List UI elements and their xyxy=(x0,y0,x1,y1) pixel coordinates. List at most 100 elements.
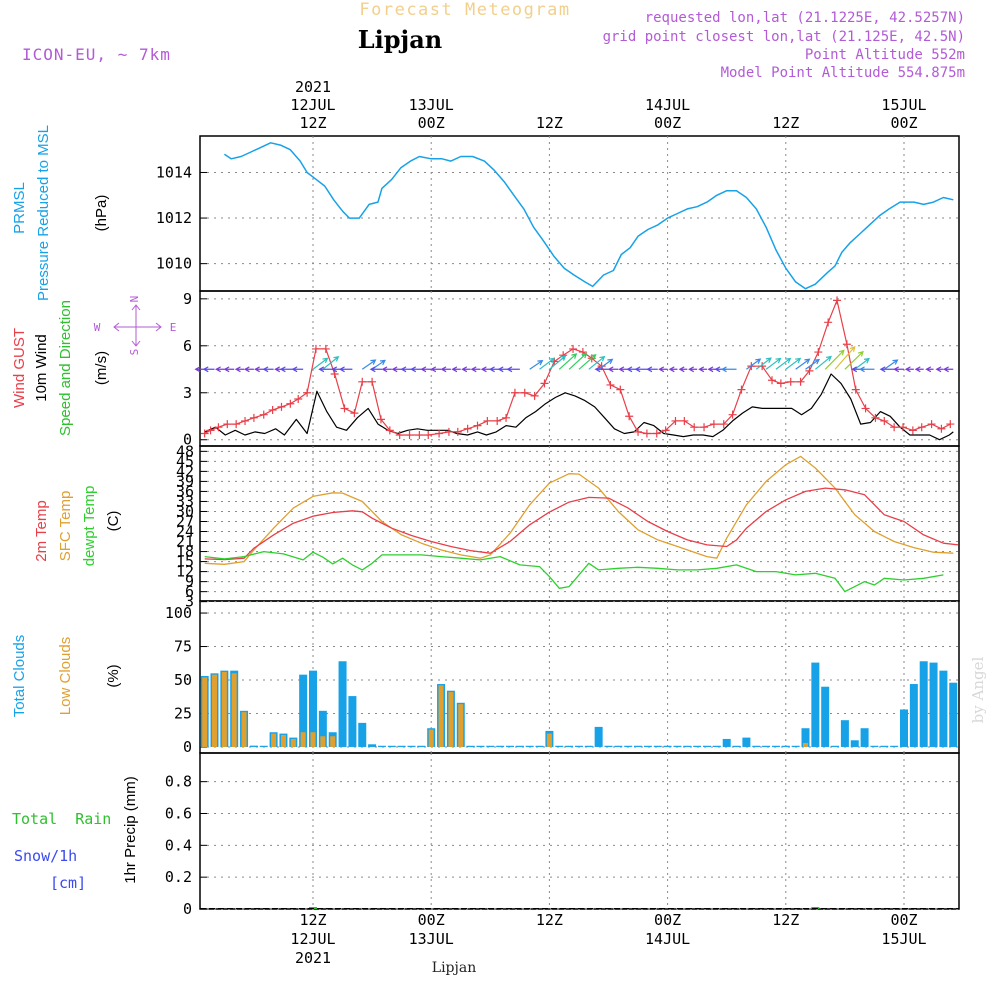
wind-gust-marker xyxy=(814,348,823,357)
clouds-unit-label: (%) xyxy=(105,664,122,687)
time-tick-label: 13JUL xyxy=(409,930,454,948)
total-clouds-bar xyxy=(417,745,426,747)
wind-direction-arrow xyxy=(578,353,597,370)
wind-direction-arrow xyxy=(291,366,304,373)
wind-direction-arrow xyxy=(214,366,225,373)
y-tick-label: 21 xyxy=(176,533,194,551)
y-tick-label: 15 xyxy=(176,553,194,571)
wind-gust-marker xyxy=(768,376,777,385)
total-clouds-bar xyxy=(348,696,357,747)
y-tick-label: 75 xyxy=(174,638,192,656)
y-tick-label: 1012 xyxy=(156,209,192,227)
wind-gust-marker xyxy=(249,413,258,422)
y-tick-label: 45 xyxy=(176,452,194,470)
wind-gust-marker xyxy=(946,420,955,429)
wind-direction-arrow xyxy=(594,366,609,373)
total-clouds-bar xyxy=(249,745,258,747)
cloud-labels: Total Clouds Low Clouds (%) xyxy=(11,635,122,718)
low-clouds-bar xyxy=(300,732,306,747)
wind-direction-arrow xyxy=(854,357,870,370)
time-tick-label: 00Z xyxy=(654,114,681,132)
wind-gust-marker xyxy=(540,379,549,388)
wind-gust-marker xyxy=(851,385,860,394)
wind-gust-marker xyxy=(483,416,492,425)
wind-10m-line xyxy=(204,373,954,441)
wind-gust-marker xyxy=(937,424,946,433)
compass-w: W xyxy=(94,321,101,334)
y-tick-label: 42 xyxy=(176,462,194,480)
precip-panel xyxy=(199,752,960,910)
wind-direction-arrow xyxy=(720,366,737,373)
wind-direction-arrow xyxy=(785,357,802,370)
compass-rose: N S W E xyxy=(94,296,177,356)
wind-direction-arrow xyxy=(698,366,707,373)
chart-marks xyxy=(194,142,959,909)
total-clouds-bar xyxy=(781,745,790,747)
total-clouds-bar xyxy=(742,737,751,747)
wind-gust-marker xyxy=(493,416,502,425)
total-clouds-bar xyxy=(397,745,406,747)
total-clouds-bar xyxy=(653,745,662,747)
total-clouds-bar xyxy=(860,728,869,747)
y-tick-label: 39 xyxy=(176,472,194,490)
y-tick-label: 30 xyxy=(176,502,194,520)
wind-gust-marker xyxy=(232,420,241,429)
precip-unit-label: 1hr Precip (mm) xyxy=(122,776,139,884)
wind-gust-marker xyxy=(899,423,908,432)
y-tick-label: 9 xyxy=(185,573,194,591)
wind-direction-arrow xyxy=(879,366,895,373)
compass-e: E xyxy=(170,321,177,334)
total-clouds-bar xyxy=(831,745,840,747)
wind-gust-marker xyxy=(927,420,936,429)
total-clouds-bar xyxy=(722,738,731,747)
wind-direction-arrow xyxy=(430,366,442,373)
compass-n: N xyxy=(128,296,141,303)
total-clouds-bar xyxy=(387,745,396,747)
wind-gust-marker xyxy=(719,420,728,429)
wind-direction-arrow xyxy=(202,366,215,373)
wind-direction-arrow xyxy=(400,366,412,373)
wind-direction-arrow xyxy=(410,366,422,373)
wind-gust-marker xyxy=(311,344,320,353)
wind-gust-marker xyxy=(286,399,295,408)
wind-gust-marker xyxy=(842,340,851,349)
total-clouds-bar xyxy=(643,745,652,747)
temp-2m-line xyxy=(204,487,959,561)
wind-direction-arrow xyxy=(942,366,954,373)
wind-gust-marker xyxy=(805,366,814,375)
wind-gust-marker xyxy=(268,405,277,414)
wind-gust-marker xyxy=(661,426,670,435)
wind-direction-arrow xyxy=(904,366,914,373)
wind-gust-label: Wind GUST xyxy=(11,328,28,408)
wind-gust-marker xyxy=(444,427,453,436)
wind-gust-marker xyxy=(890,423,899,432)
panel-frames xyxy=(199,135,960,910)
wind-gust-marker xyxy=(473,421,482,430)
time-tick-label: 12Z xyxy=(772,114,799,132)
wind-gust-marker xyxy=(463,424,472,433)
total-clouds-bar xyxy=(870,745,879,747)
wind-gust-marker xyxy=(415,431,424,440)
total-clouds-bar xyxy=(811,662,820,747)
y-tick-label: 1014 xyxy=(156,163,192,181)
total-clouds-bar xyxy=(604,745,613,747)
location-title: Lipjan xyxy=(358,25,442,54)
total-clouds-bar xyxy=(919,661,928,747)
wind-gust-marker xyxy=(625,412,634,421)
wind-direction-arrow xyxy=(549,355,567,370)
wind-direction-arrow xyxy=(658,366,668,373)
low-clouds-bar xyxy=(271,733,277,747)
total-clouds-bar xyxy=(703,745,711,747)
y-tick-label: 25 xyxy=(174,704,192,722)
prmsl-desc-label: Pressure Reduced to MSL xyxy=(35,125,52,301)
wind-gust-line xyxy=(204,299,951,436)
y-tick-label: 3 xyxy=(185,593,194,611)
pressure-panel xyxy=(199,135,960,292)
total-clouds-bar xyxy=(900,709,908,747)
wind-gust-marker xyxy=(330,369,339,378)
wind-direction-arrow xyxy=(262,366,274,373)
wind-direction-arrow xyxy=(558,353,578,370)
